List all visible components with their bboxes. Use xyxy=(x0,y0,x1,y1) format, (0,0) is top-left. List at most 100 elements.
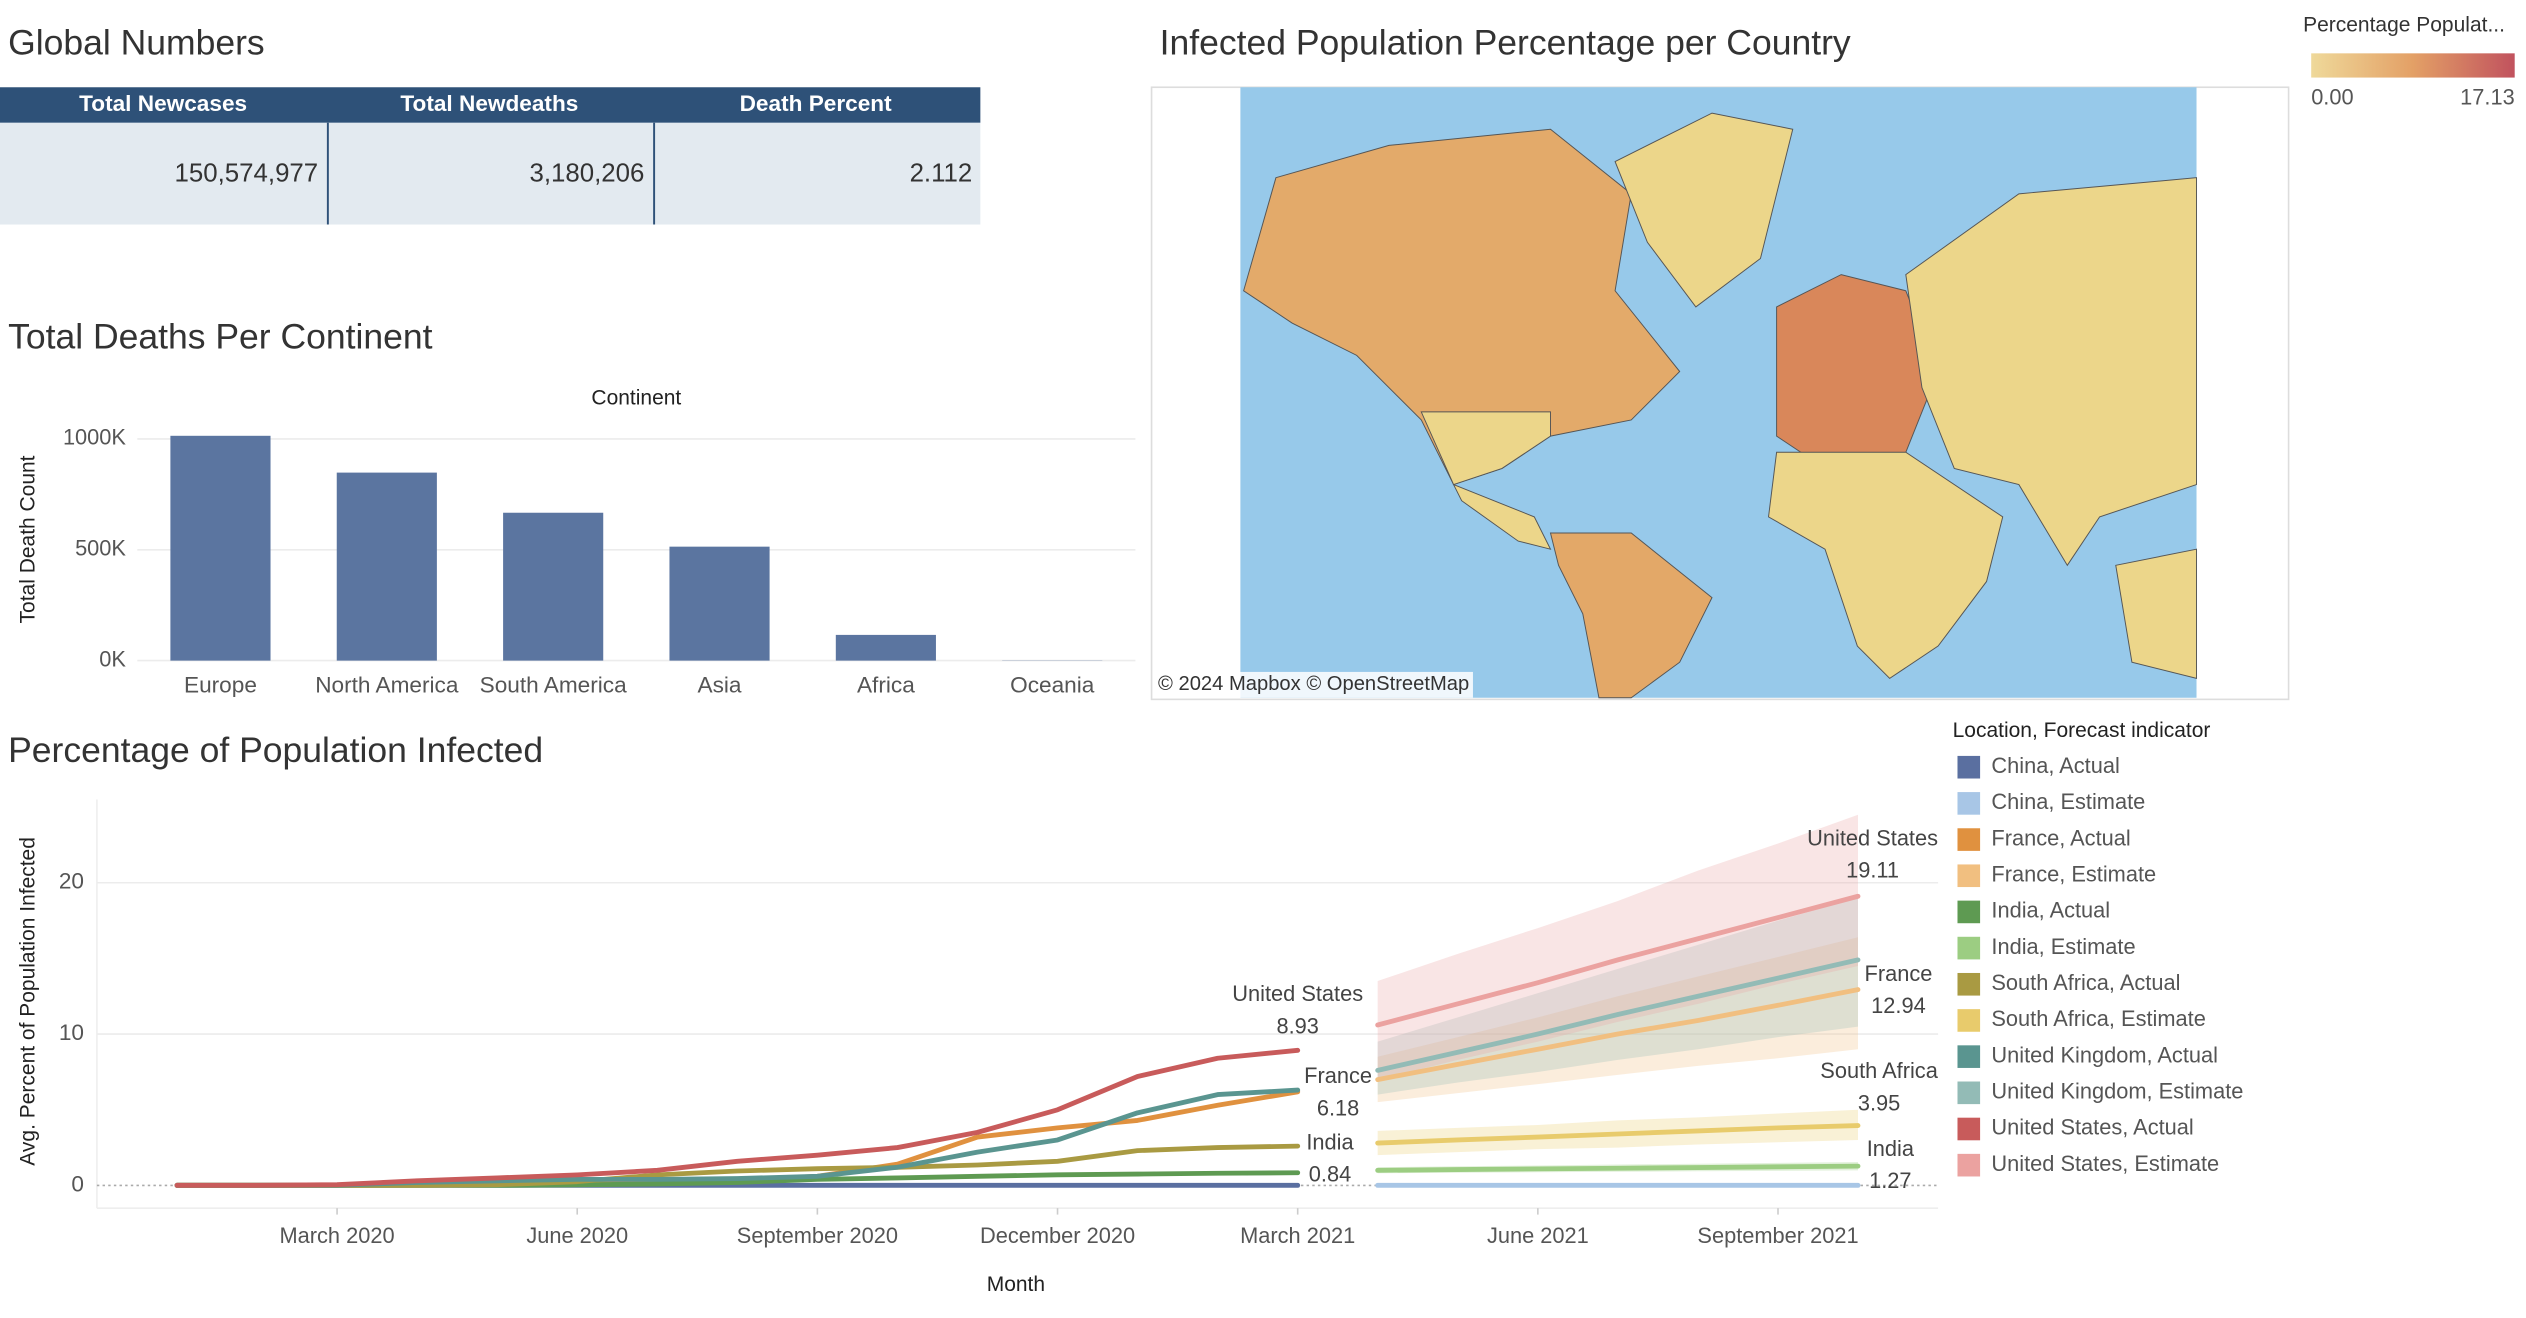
x-tick-label: North America xyxy=(315,672,459,697)
x-axis-label: Month xyxy=(987,1273,1045,1296)
africa xyxy=(1768,451,2004,680)
bar xyxy=(669,546,770,661)
legend-swatch xyxy=(1957,900,1981,924)
column-header: Total Newdeaths xyxy=(400,91,578,116)
color-legend-max: 17.13 xyxy=(2460,84,2515,109)
map-attribution[interactable]: © 2024 Mapbox © OpenStreetMap xyxy=(1158,673,1469,695)
series-label: India xyxy=(1306,1129,1354,1154)
column-header: Continent xyxy=(591,387,681,410)
legend-label: United Kingdom, Actual xyxy=(1991,1042,2218,1067)
chart-title: Total Deaths Per Continent xyxy=(8,317,433,357)
legend-swatch xyxy=(1957,1081,1981,1105)
table-cell: 150,574,977 xyxy=(175,159,319,187)
australia xyxy=(2115,548,2198,680)
table-cell: 3,180,206 xyxy=(530,159,645,187)
confidence-band xyxy=(1377,814,1858,1080)
bar xyxy=(503,512,604,661)
legend-swatch xyxy=(1957,1009,1981,1032)
x-tick-label: Oceania xyxy=(1010,672,1095,697)
value-label: 1.27 xyxy=(1869,1168,1911,1193)
legend-label: China, Actual xyxy=(1991,753,2119,778)
legend-swatch xyxy=(1957,972,1981,996)
table-body xyxy=(0,122,981,225)
y-tick-label: 0K xyxy=(99,646,126,671)
y-tick-label: 10 xyxy=(59,1020,84,1045)
united-states-south xyxy=(1420,411,1551,486)
chart-title: Percentage of Population Infected xyxy=(8,730,543,770)
legend-label: China, Estimate xyxy=(1991,789,2145,814)
bar xyxy=(170,435,271,661)
legend-swatch xyxy=(1957,936,1981,960)
attribution-bg xyxy=(1153,671,1473,698)
y-tick-label: 20 xyxy=(59,869,84,894)
color-legend-min: 0.00 xyxy=(2311,84,2353,109)
map-land xyxy=(1243,112,2198,699)
legend-swatch xyxy=(1957,1045,1981,1068)
x-tick-label: Europe xyxy=(184,672,257,697)
x-tick-label: March 2021 xyxy=(1240,1223,1355,1248)
central-america xyxy=(1452,483,1552,550)
legend-label: United States, Actual xyxy=(1991,1115,2193,1140)
bar xyxy=(336,472,437,661)
x-tick-label: December 2020 xyxy=(980,1223,1135,1248)
legend-label: India, Estimate xyxy=(1991,934,2135,959)
legend-swatch xyxy=(1957,792,1981,815)
x-tick-label: June 2020 xyxy=(526,1223,628,1248)
table-header xyxy=(0,87,981,123)
series-label: United States xyxy=(1807,825,1938,850)
x-tick-label: Asia xyxy=(698,672,742,697)
series-label: India xyxy=(1867,1136,1915,1161)
map-title: Infected Population Percentage per Count… xyxy=(1160,23,1851,63)
legend-label: South Africa, Estimate xyxy=(1991,1006,2205,1031)
x-tick-label: Africa xyxy=(857,672,915,697)
series-line xyxy=(1375,987,1861,1082)
series-line xyxy=(174,1047,1301,1188)
asia xyxy=(1905,177,2198,567)
value-label: 0.84 xyxy=(1309,1162,1351,1187)
series-line xyxy=(1375,1123,1861,1146)
y-tick-label: 500K xyxy=(75,536,126,561)
legend-label: France, Actual xyxy=(1991,825,2130,850)
x-tick-label: South America xyxy=(480,672,627,697)
series-label: United States xyxy=(1232,981,1363,1006)
greenland xyxy=(1614,112,1794,308)
x-tick-label: September 2021 xyxy=(1697,1223,1858,1248)
x-tick-label: September 2020 xyxy=(737,1223,898,1248)
series-line xyxy=(1375,893,1861,1028)
series-line xyxy=(1375,1163,1861,1173)
confidence-band xyxy=(1377,937,1858,1103)
value-label: 8.93 xyxy=(1276,1013,1318,1038)
series-label: South Africa xyxy=(1820,1058,1938,1083)
legend-label: United Kingdom, Estimate xyxy=(1991,1079,2243,1104)
legend-swatch xyxy=(1957,755,1981,779)
value-label: 6.18 xyxy=(1317,1095,1359,1120)
legend-label: United States, Estimate xyxy=(1991,1151,2219,1176)
legend-swatch xyxy=(1957,1153,1981,1177)
series-label: France xyxy=(1304,1063,1372,1088)
legend-label: France, Estimate xyxy=(1991,862,2156,887)
y-axis-label: Total Death Count xyxy=(17,455,40,623)
column-header: Death Percent xyxy=(740,91,893,116)
y-tick-label: 1000K xyxy=(63,425,126,450)
value-label: 3.95 xyxy=(1858,1090,1900,1115)
legend-title: Location, Forecast indicator xyxy=(1953,719,2211,742)
column-header: Total Newcases xyxy=(79,91,247,116)
x-tick-label: June 2021 xyxy=(1487,1223,1589,1248)
value-label: 12.94 xyxy=(1871,993,1926,1018)
value-label: 19.11 xyxy=(1846,858,1899,883)
legend-label: South Africa, Actual xyxy=(1991,970,2180,995)
series-label: France xyxy=(1865,961,1933,986)
bar xyxy=(835,634,936,661)
color-legend-title: Percentage Populat... xyxy=(2303,13,2505,36)
table-cell: 2.112 xyxy=(910,159,973,187)
south-america xyxy=(1549,532,1713,699)
y-tick-label: 0 xyxy=(71,1171,84,1196)
legend-swatch xyxy=(1957,1117,1981,1141)
x-tick-label: March 2020 xyxy=(280,1223,395,1248)
europe xyxy=(1776,274,1939,469)
color-legend-ramp xyxy=(2311,53,2515,78)
y-axis-label: Avg. Percent of Population Infected xyxy=(17,837,40,1166)
series-line xyxy=(1375,957,1861,1073)
legend-swatch xyxy=(1957,828,1981,851)
